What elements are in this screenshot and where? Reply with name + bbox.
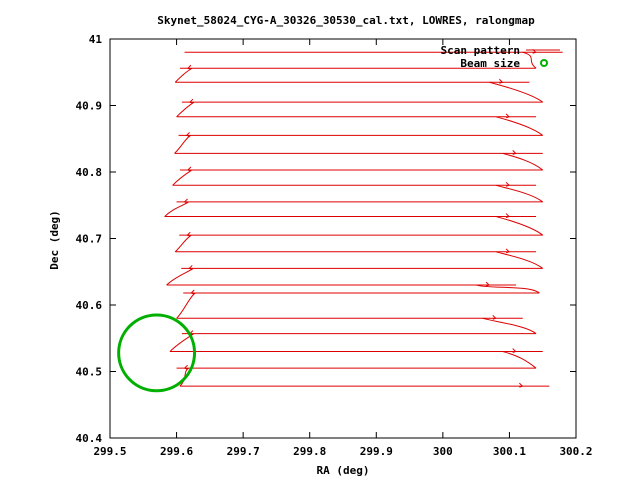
- y-tick-label: 40.4: [76, 432, 103, 445]
- scan-turnaround: [164, 201, 189, 217]
- x-tick-label: 300.2: [559, 445, 592, 458]
- scan-turn-mark: [505, 113, 510, 119]
- y-tick-label: 40.7: [76, 233, 103, 246]
- scan-turnaround: [502, 351, 537, 369]
- scan-turn-mark: [485, 281, 491, 287]
- scan-turn-mark: [186, 231, 191, 237]
- x-tick-label: 299.6: [160, 445, 193, 458]
- scan-turnaround: [522, 51, 537, 69]
- scan-turn-mark: [512, 348, 517, 354]
- scan-turn-mark: [183, 364, 188, 370]
- scan-turn-mark: [186, 166, 192, 172]
- scan-turnaround: [495, 116, 544, 136]
- legend-label-scan-pattern: Scan pattern: [441, 44, 520, 57]
- x-tick-label: 300.1: [493, 445, 526, 458]
- scan-turn-mark: [492, 314, 497, 320]
- scan-turn-mark: [505, 213, 510, 219]
- scan-turnaround: [502, 152, 544, 171]
- y-tick-label: 40.5: [76, 366, 103, 379]
- y-axis-label: Dec (deg): [48, 210, 61, 270]
- scan-turnaround: [179, 367, 189, 387]
- scan-turn-mark: [185, 132, 190, 137]
- scan-turn-mark: [505, 181, 510, 187]
- scan-turnaround: [482, 317, 537, 334]
- scan-turn-mark: [499, 78, 504, 84]
- x-axis: 299.5 299.6 299.7 299.8 299.9 300 300.1 300.2: [93, 39, 593, 458]
- scan-turnaround: [174, 135, 191, 154]
- scan-turnaround: [495, 184, 544, 203]
- y-tick-label: 40.8: [76, 166, 103, 179]
- scan-turnaround: [172, 169, 193, 186]
- plot-series: [117, 48, 563, 393]
- scan-turn-mark: [188, 98, 194, 104]
- y-axis: 40.4 40.5 40.6 40.7 40.8 40.9 41: [76, 33, 576, 445]
- scan-turnaround: [495, 216, 544, 236]
- chart-title: Skynet_58024_CYG-A_30326_30530_cal.txt, …: [157, 14, 535, 27]
- y-tick-label: 41: [89, 33, 103, 46]
- plot-frame: [109, 38, 577, 439]
- scan-turnaround: [176, 101, 195, 118]
- scan-turnaround: [174, 234, 192, 253]
- legend-swatch-beam-size: [540, 59, 548, 67]
- scan-turn-mark: [505, 248, 510, 254]
- x-tick-label: 299.5: [93, 445, 126, 458]
- legend: Scan pattern Beam size: [441, 44, 560, 70]
- x-tick-label: 300: [433, 445, 453, 458]
- scan-turnaround: [169, 333, 195, 352]
- scan-turnaround: [174, 67, 193, 83]
- y-tick-label: 40.9: [76, 100, 103, 113]
- x-tick-label: 299.7: [227, 445, 260, 458]
- x-tick-label: 299.8: [293, 445, 326, 458]
- y-tick-label: 40.6: [76, 299, 103, 312]
- beam-size-circle: [117, 313, 197, 393]
- scan-turnaround: [176, 292, 196, 319]
- scan-turn-mark: [512, 150, 517, 155]
- scan-turn-mark: [190, 289, 195, 295]
- x-axis-label: RA (deg): [317, 464, 370, 477]
- scan-turn-mark: [519, 382, 524, 388]
- scan-turnaround: [475, 284, 540, 294]
- scan-turn-mark: [186, 64, 192, 70]
- scan-turnaround: [489, 81, 544, 103]
- scan-turnaround: [495, 251, 544, 269]
- x-tick-label: 299.9: [360, 445, 393, 458]
- legend-label-beam-size: Beam size: [460, 57, 520, 70]
- scan-turnaround: [166, 268, 194, 286]
